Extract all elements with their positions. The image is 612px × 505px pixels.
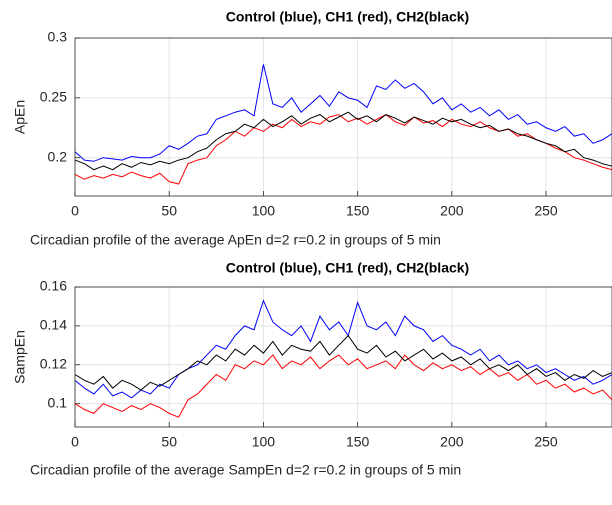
panel: 0 50 100 150 200 250 0.2 0.25 0.3 Control (blue),…: [12, 9, 612, 248]
y-tick-label: 0.12: [40, 355, 67, 371]
x-tick-label: 150: [346, 203, 370, 219]
data-line: [74, 64, 612, 162]
axes-frame: [74, 37, 612, 197]
axes-frame: [74, 286, 612, 428]
y-tick-label: 0.14: [40, 317, 67, 333]
x-tick-label: 200: [440, 434, 464, 450]
plot-background: [75, 38, 612, 196]
data-line: [74, 299, 612, 399]
chart-title: Control (blue), CH1 (red), CH2(black): [226, 9, 469, 25]
x-tick-label: 0: [71, 434, 79, 450]
x-tick-label: 50: [161, 434, 177, 450]
data-line: [74, 111, 612, 171]
x-axis-label: Circadian profile of the average SampEn …: [30, 462, 461, 478]
y-tick-label: 0.25: [40, 89, 67, 105]
x-tick-label: 150: [346, 434, 370, 450]
x-tick-label: 250: [534, 203, 558, 219]
x-axis-label: Circadian profile of the average ApEn d=…: [30, 232, 441, 248]
x-tick-label: 200: [440, 203, 464, 219]
y-axis-label: SampEn: [12, 330, 28, 384]
data-line: [74, 354, 612, 418]
y-tick-label: 0.3: [48, 29, 68, 45]
y-tick-label: 0.1: [48, 394, 68, 410]
y-tick-label: 0.2: [48, 148, 68, 164]
chart-title: Control (blue), CH1 (red), CH2(black): [226, 260, 469, 276]
x-tick-label: 50: [161, 203, 177, 219]
y-tick-label: 0.16: [40, 278, 67, 294]
x-tick-label: 100: [252, 434, 276, 450]
x-tick-label: 250: [534, 434, 558, 450]
y-axis-label: ApEn: [12, 100, 28, 134]
x-tick-label: 100: [252, 203, 276, 219]
panel: 0 50 100 150 200 250 0.1 0.12 0.14 0.16 Control (b…: [12, 260, 612, 478]
data-line: [74, 334, 612, 391]
x-tick-label: 0: [71, 203, 79, 219]
